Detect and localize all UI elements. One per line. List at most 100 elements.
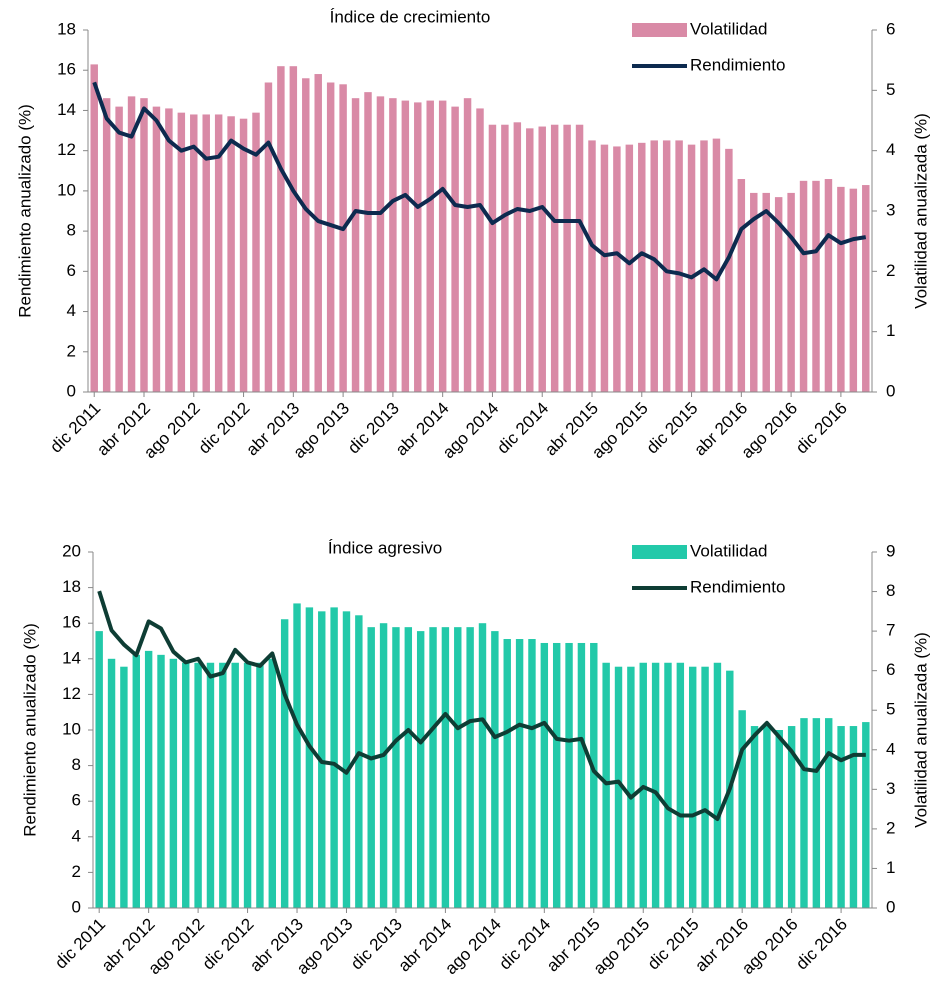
bar [488, 124, 497, 393]
bar [799, 180, 808, 392]
bar [302, 78, 310, 393]
bar [701, 666, 709, 908]
bar [326, 82, 335, 393]
bar [862, 722, 870, 908]
bar [194, 662, 202, 908]
bar [787, 726, 796, 908]
bar [115, 106, 123, 392]
y2-tick-label: 3 [886, 779, 895, 798]
bar [206, 662, 215, 908]
bar [837, 726, 845, 908]
y-tick-label: 10 [62, 719, 81, 738]
bar [90, 64, 98, 392]
bar [227, 116, 235, 392]
bar [102, 98, 111, 392]
y2-axis-title: Volatilidad anualizada (%) [911, 632, 930, 828]
bar [675, 140, 683, 392]
bar [219, 662, 227, 908]
bar [401, 100, 410, 392]
bar [513, 122, 522, 392]
bar [177, 112, 186, 392]
bar [438, 100, 447, 392]
bar [476, 108, 484, 392]
y2-tick-label: 0 [886, 897, 895, 916]
bar [152, 106, 161, 392]
bar [305, 607, 314, 908]
y-tick-label: 2 [72, 862, 81, 881]
bar [277, 66, 285, 392]
bar [202, 114, 210, 392]
bar [550, 124, 559, 393]
bar [787, 192, 795, 392]
legend-swatch [632, 545, 687, 559]
bar [862, 185, 870, 392]
bar [478, 623, 487, 908]
y2-tick-label: 9 [886, 541, 895, 560]
legend-label: Volatilidad [690, 541, 768, 560]
bar [688, 666, 697, 908]
line [92, 81, 867, 282]
y2-tick-label: 5 [886, 700, 895, 719]
y-tick-label: 14 [62, 648, 81, 667]
bar [526, 128, 534, 393]
y-tick-label: 4 [67, 301, 76, 320]
bar [364, 92, 372, 392]
bar [627, 666, 635, 908]
bar [725, 148, 733, 392]
y-tick-label: 10 [57, 180, 76, 199]
bar [376, 96, 385, 392]
bar [182, 662, 190, 908]
bar [379, 623, 388, 908]
bar [577, 642, 586, 908]
bar [515, 639, 524, 908]
bar [454, 627, 462, 908]
y2-tick-label: 6 [886, 19, 895, 38]
bar [389, 98, 397, 392]
bar [812, 718, 821, 908]
y-tick-label: 0 [67, 381, 76, 400]
bar [239, 118, 248, 392]
legend-label: Rendimiento [690, 55, 785, 74]
bar [231, 662, 239, 908]
bar [351, 98, 360, 392]
bar [588, 140, 596, 392]
bar [330, 607, 338, 908]
bar [651, 662, 660, 908]
y-tick-label: 18 [62, 577, 81, 596]
bar [565, 642, 573, 908]
line [97, 590, 866, 821]
y-tick-label: 0 [72, 897, 81, 916]
legend-swatch [632, 23, 687, 37]
y-tick-label: 12 [57, 140, 76, 159]
bar [214, 114, 223, 392]
legend-label: Volatilidad [690, 19, 768, 38]
bar [169, 658, 178, 908]
legend-label: Rendimiento [690, 577, 785, 596]
x-tick-label: dic 2016 [792, 915, 851, 974]
bar [342, 611, 351, 908]
bar [466, 627, 474, 908]
bar [625, 144, 634, 392]
bar [280, 619, 289, 908]
bar [712, 138, 721, 392]
y2-tick-label: 4 [886, 739, 895, 758]
bar [638, 142, 646, 392]
bar [849, 188, 858, 392]
bar [314, 74, 322, 392]
bar [662, 140, 671, 392]
bar [538, 126, 546, 393]
y-tick-label: 12 [62, 684, 81, 703]
y2-tick-label: 2 [886, 818, 895, 837]
bar [600, 144, 609, 392]
bar [590, 642, 598, 908]
bar [392, 627, 400, 908]
y2-tick-label: 7 [886, 621, 895, 640]
y2-tick-label: 8 [886, 581, 895, 600]
bar [763, 726, 771, 908]
bar [750, 726, 759, 908]
bar [157, 654, 165, 908]
bar [367, 627, 375, 908]
bar [243, 662, 252, 908]
bar [563, 124, 571, 393]
